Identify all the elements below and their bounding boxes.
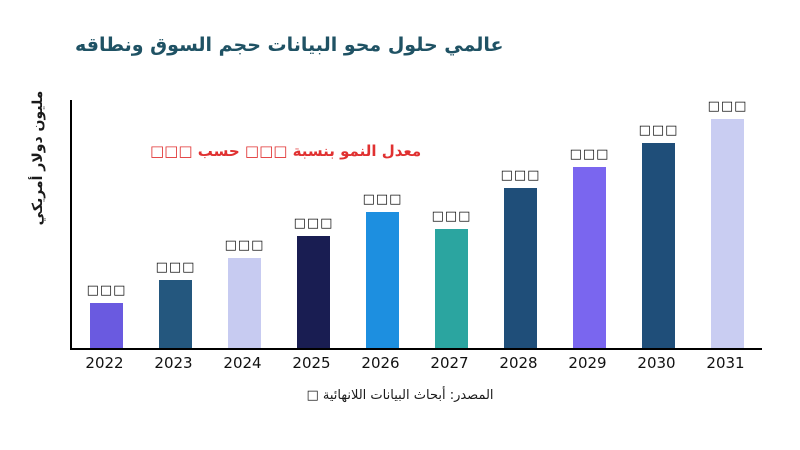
- bar-value-label: □□□: [155, 260, 196, 275]
- x-tick-2030: 2030: [637, 354, 676, 372]
- y-axis-label: مليون دولار أمريكي: [30, 90, 46, 226]
- x-tick-2022: 2022: [85, 354, 124, 372]
- source-note: المصدر: أبحاث البيانات اللانهائية □: [306, 388, 494, 403]
- plot-area: معدل النمو بنسبة □□□ حسب □□□ □□□ □□□ □□□ □□…: [70, 99, 762, 350]
- x-tick-2024: 2024: [223, 354, 262, 372]
- bar-2027: [435, 229, 468, 348]
- bar-value-label: □□□: [86, 283, 127, 298]
- bar-value-label: □□□: [707, 99, 748, 114]
- bar-2028: [504, 188, 537, 348]
- bar-2029: [573, 167, 606, 348]
- x-axis-tick-labels: 2022 2023 2024 2025 2026 2027 2028 2029 2030 2031: [70, 354, 760, 372]
- bars-container: □□□ □□□ □□□ □□□ □□□ □□□ □□□ □□□ □□□ □□□: [72, 99, 762, 348]
- bar-value-label: □□□: [500, 168, 541, 183]
- bar-2030: [642, 143, 675, 348]
- bar-2023: [159, 280, 192, 348]
- bar-2026: [366, 212, 399, 348]
- bar-column-2022: □□□: [72, 283, 141, 348]
- bar-2031: [711, 119, 744, 348]
- chart-title: عالمي حلول محو البيانات حجم السوق ونطاقه: [75, 34, 504, 56]
- bar-column-2025: □□□: [279, 216, 348, 348]
- x-tick-2027: 2027: [430, 354, 469, 372]
- bar-value-label: □□□: [638, 123, 679, 138]
- bar-column-2023: □□□: [141, 260, 210, 348]
- bar-column-2027: □□□: [417, 209, 486, 348]
- bar-value-label: □□□: [569, 147, 610, 162]
- growth-rate-annotation: معدل النمو بنسبة □□□ حسب □□□: [150, 142, 422, 160]
- bar-value-label: □□□: [431, 209, 472, 224]
- bar-value-label: □□□: [224, 238, 265, 253]
- bar-column-2024: □□□: [210, 238, 279, 348]
- bar-column-2026: □□□: [348, 192, 417, 348]
- bar-column-2028: □□□: [486, 168, 555, 348]
- bar-value-label: □□□: [293, 216, 334, 231]
- bar-2022: [90, 303, 123, 348]
- x-tick-2026: 2026: [361, 354, 400, 372]
- bar-column-2031: □□□: [693, 99, 762, 348]
- x-tick-2023: 2023: [154, 354, 193, 372]
- bar-column-2030: □□□: [624, 123, 693, 348]
- bar-2024: [228, 258, 261, 348]
- x-tick-2025: 2025: [292, 354, 331, 372]
- x-tick-2028: 2028: [499, 354, 538, 372]
- bar-2025: [297, 236, 330, 348]
- x-tick-2029: 2029: [568, 354, 607, 372]
- bar-value-label: □□□: [362, 192, 403, 207]
- bar-column-2029: □□□: [555, 147, 624, 348]
- x-tick-2031: 2031: [706, 354, 745, 372]
